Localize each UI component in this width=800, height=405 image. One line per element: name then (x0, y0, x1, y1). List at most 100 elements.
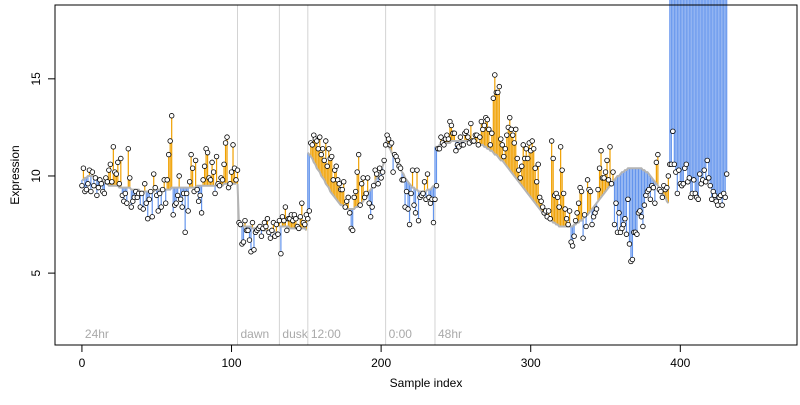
data-point (501, 153, 507, 160)
data-point (273, 221, 280, 228)
data-point (653, 159, 660, 166)
data-point (525, 155, 531, 162)
data-point (581, 212, 588, 218)
data-point (197, 192, 203, 199)
data-point (198, 210, 205, 216)
data-point (201, 163, 208, 169)
data-point (160, 186, 166, 193)
data-point (719, 202, 725, 208)
data-point (519, 163, 525, 169)
data-point (607, 144, 613, 150)
data-point (394, 157, 401, 164)
data-point (245, 227, 251, 234)
data-point (98, 181, 105, 187)
data-point (703, 179, 709, 185)
data-point (457, 134, 464, 140)
data-point (113, 171, 120, 177)
data-point (357, 202, 363, 208)
data-point (240, 239, 247, 245)
data-point (478, 118, 485, 125)
data-point (151, 171, 157, 177)
data-point (91, 182, 97, 189)
y-tick-label: 5 (29, 269, 43, 276)
data-point (548, 138, 555, 144)
data-point (697, 171, 703, 177)
data-point (149, 214, 155, 220)
data-point (575, 200, 582, 206)
data-point (143, 200, 149, 206)
y-axis-label: Expression (8, 145, 22, 204)
data-point (364, 175, 371, 181)
data-point (186, 179, 193, 185)
data-point (604, 157, 610, 164)
data-point (168, 113, 175, 119)
data-point (165, 151, 172, 158)
data-point (80, 165, 87, 171)
data-point (79, 182, 85, 189)
y-axis: 5 10 15 (29, 72, 56, 276)
data-point (589, 221, 595, 228)
data-point (363, 190, 369, 197)
data-point (556, 204, 562, 210)
data-point (318, 151, 324, 158)
data-point (674, 190, 681, 197)
data-point (647, 196, 654, 202)
data-point (95, 184, 102, 191)
data-point (369, 204, 375, 210)
data-point (487, 142, 494, 148)
data-point (342, 204, 348, 210)
data-point (167, 138, 173, 144)
data-point (366, 200, 372, 206)
data-point (535, 161, 541, 168)
data-point (122, 190, 129, 197)
data-point (189, 165, 196, 171)
data-point (545, 208, 552, 214)
data-point (207, 177, 214, 183)
data-point (547, 216, 553, 222)
data-point (233, 177, 239, 183)
data-point (484, 116, 491, 123)
data-point (212, 190, 218, 197)
data-point (516, 167, 522, 173)
data-point (584, 177, 591, 183)
data-point (664, 184, 670, 191)
data-point (508, 126, 514, 133)
x-tick-label: 300 (521, 356, 541, 370)
data-point (390, 169, 396, 175)
data-point (174, 192, 181, 199)
data-point (140, 206, 146, 212)
data-point (616, 210, 622, 216)
data-point (209, 159, 215, 166)
data-point (595, 186, 601, 193)
data-point (107, 161, 114, 168)
data-point (177, 196, 184, 202)
data-point (106, 167, 112, 173)
data-point (550, 155, 556, 162)
data-point (403, 188, 410, 195)
data-point (593, 206, 600, 212)
data-point (284, 227, 290, 234)
data-point (237, 221, 244, 228)
data-point (173, 200, 179, 206)
data-point (451, 130, 458, 136)
data-point (495, 89, 501, 96)
data-point (629, 256, 636, 263)
data-point (182, 229, 188, 236)
data-point (148, 188, 154, 195)
data-point (517, 175, 523, 181)
data-point (195, 198, 202, 204)
data-point (620, 221, 627, 228)
data-point (489, 130, 495, 136)
data-point (453, 148, 459, 154)
data-point (712, 192, 718, 199)
data-point (430, 219, 437, 226)
data-point (142, 181, 148, 187)
data-point (349, 227, 356, 234)
data-point (680, 181, 687, 187)
data-point (613, 200, 619, 206)
data-point (296, 225, 302, 232)
data-point (562, 206, 568, 212)
data-point (504, 132, 510, 138)
data-point (341, 179, 347, 185)
data-point (523, 146, 529, 152)
